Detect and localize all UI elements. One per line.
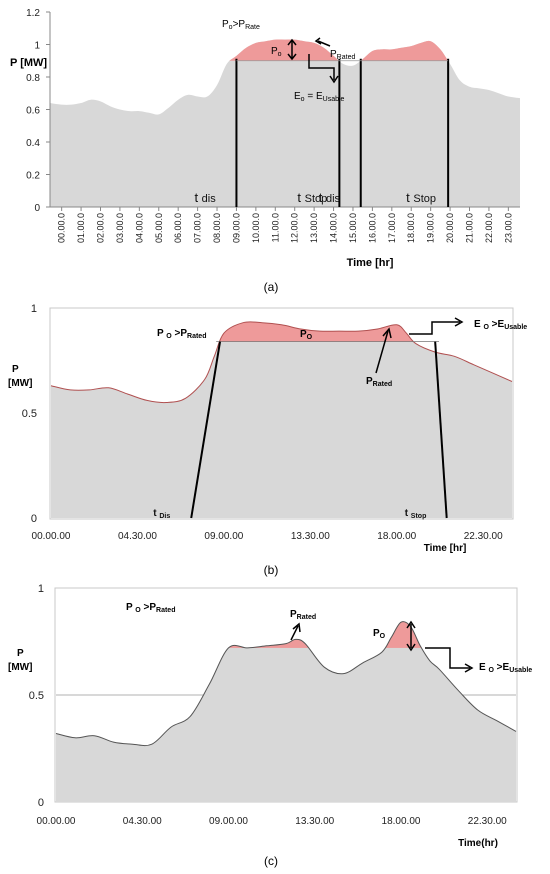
chart-a-xtick-label: 23.00.0 bbox=[503, 213, 513, 243]
chart-b-xlabel: Time [hr] bbox=[424, 543, 467, 554]
chart-b-condition: P O >PRated bbox=[157, 328, 206, 340]
chart-panel-a: 0 0.2 0.4 0.6 0.8 1 1.2 00.00.0 01.00.0 02.00.0 03… bbox=[10, 8, 520, 294]
chart-c-area-fill bbox=[56, 621, 516, 802]
chart-b-panel-label: (b) bbox=[264, 563, 279, 577]
chart-b-marker-label: t Dis bbox=[153, 508, 170, 520]
chart-c-xtick-label: 18.00.00 bbox=[382, 816, 421, 827]
chart-a-xlabel: Time [hr] bbox=[347, 257, 394, 269]
chart-c-area bbox=[55, 621, 517, 802]
chart-a-xtick-label: 13.00.0 bbox=[309, 213, 319, 243]
chart-a-xtick-label: 16.00.0 bbox=[367, 213, 377, 243]
chart-b-ytick-label: 0.5 bbox=[22, 408, 37, 420]
chart-b-ylabel-unit: [MW] bbox=[8, 378, 32, 389]
chart-c-xlabel: Time(hr) bbox=[458, 838, 498, 849]
chart-a-panel-label: (a) bbox=[264, 280, 279, 294]
chart-a-xtick-label: 15.00.0 bbox=[348, 213, 358, 243]
chart-a-ylabel: P [MW] bbox=[10, 57, 47, 69]
chart-a-xtick-label: 07.00.0 bbox=[193, 213, 203, 243]
chart-c-ytick-label: 0.5 bbox=[29, 690, 44, 702]
chart-c-ytick-label: 0 bbox=[38, 797, 44, 809]
chart-b-ylabel-p: P bbox=[12, 364, 19, 375]
chart-b-marker-label: t Stop bbox=[405, 508, 427, 520]
chart-c-condition: P O >PRated bbox=[126, 602, 175, 614]
chart-a-xtick-label: 14.00.0 bbox=[329, 213, 339, 243]
chart-b-arrows bbox=[375, 317, 464, 374]
chart-a-area bbox=[50, 39, 520, 208]
chart-b-series-line bbox=[50, 321, 513, 404]
chart-c-ylabel-unit: [MW] bbox=[8, 662, 32, 673]
chart-a-xtick-label: 01.00.0 bbox=[76, 213, 86, 243]
chart-a-axes: 0 0.2 0.4 0.6 0.8 1 1.2 00.00.0 01.00.0 02.00.0 03… bbox=[26, 8, 520, 243]
chart-a-condition: Po>PRate bbox=[222, 19, 260, 31]
chart-c-xtick-label: 04.30.00 bbox=[123, 816, 162, 827]
chart-a-xtick-label: 02.00.0 bbox=[95, 213, 105, 243]
chart-a-ytick-label: 0 bbox=[34, 203, 40, 214]
chart-a-xtick-label: 22.00.0 bbox=[484, 213, 494, 243]
chart-a-xtick-label: 17.00.0 bbox=[387, 213, 397, 243]
chart-b-marker-line bbox=[434, 341, 448, 519]
chart-b-xtick-label: 13.30.00 bbox=[291, 531, 330, 542]
chart-c-xtick-label: 13.30.00 bbox=[295, 816, 334, 827]
chart-c-arrows bbox=[290, 620, 474, 673]
chart-b-xtick-label: 22.30.00 bbox=[464, 531, 503, 542]
chart-a-xtick-label: 09.00.0 bbox=[231, 213, 241, 243]
chart-b-ytick-label: 1 bbox=[31, 303, 37, 315]
chart-a-xtick-label: 05.00.0 bbox=[154, 213, 164, 243]
chart-a-xtick-label: 03.00.0 bbox=[115, 213, 125, 243]
chart-a-marker-label: t Stop bbox=[297, 190, 327, 205]
chart-a-xtick-label: 20.00.0 bbox=[445, 213, 455, 243]
chart-a-ytick-label: 0.2 bbox=[26, 171, 40, 182]
chart-b-energy-label: E O >EUsable bbox=[474, 319, 527, 331]
chart-c-energy-label: E O >EUsable bbox=[479, 662, 532, 674]
chart-b-ytick-label: 0 bbox=[31, 513, 37, 525]
chart-a-marker-label: t dis bbox=[194, 190, 216, 205]
chart-a-xtick-label: 06.00.0 bbox=[173, 213, 183, 243]
chart-a-ytick-label: 1 bbox=[34, 41, 40, 52]
chart-c-excess-fill bbox=[56, 621, 516, 648]
chart-c-xtick-label: 00.00.00 bbox=[37, 816, 76, 827]
chart-panel-b: 0 0.5 1 00.00.00 04.30.00 09.00.00 13.30.00 18.… bbox=[8, 303, 527, 577]
chart-a-area-fill bbox=[50, 39, 520, 208]
chart-b-xtick-label: 00.00.00 bbox=[32, 531, 71, 542]
chart-b-excess-fill bbox=[51, 321, 512, 342]
chart-a-ytick-label: 0.4 bbox=[26, 138, 40, 149]
chart-c-ylabel-p: P bbox=[17, 648, 24, 659]
chart-a-ytick-label: 0.6 bbox=[26, 106, 40, 117]
chart-a-marker-label: t Stop bbox=[406, 190, 436, 205]
chart-b-xtick-label: 04.30.00 bbox=[118, 531, 157, 542]
chart-a-xtick-label: 10.00.0 bbox=[251, 213, 261, 243]
chart-b-axes: 0 0.5 1 00.00.00 04.30.00 09.00.00 13.30.00 18.… bbox=[22, 303, 503, 542]
chart-c-axes: 0 0.5 1 00.00.00 04.30.00 09.00.00 13.30.00 18.… bbox=[29, 583, 507, 827]
chart-b-area-fill bbox=[51, 321, 512, 518]
chart-a-xtick-label: 21.00.0 bbox=[465, 213, 475, 243]
chart-c-xtick-label: 09.00.00 bbox=[209, 816, 248, 827]
chart-a-prated-label: PRated bbox=[330, 49, 355, 61]
chart-b-xtick-label: 09.00.00 bbox=[204, 531, 243, 542]
chart-a-xtick-label: 19.00.0 bbox=[426, 213, 436, 243]
chart-a-marker-label: t dis bbox=[319, 190, 341, 205]
chart-a-ytick-label: 0.8 bbox=[26, 73, 40, 84]
chart-a-xtick-label: 11.00.0 bbox=[270, 213, 280, 242]
chart-b-markers: t Dis t Stop bbox=[153, 341, 448, 520]
chart-a-arrows bbox=[287, 37, 339, 84]
chart-a-xtick-label: 08.00.0 bbox=[212, 213, 222, 243]
chart-a-excess-fill bbox=[50, 39, 520, 61]
chart-a-ytick-label: 1.2 bbox=[26, 8, 40, 19]
chart-c-ytick-label: 1 bbox=[38, 583, 44, 595]
chart-c-po-label: PO bbox=[373, 628, 386, 640]
chart-a-xtick-label: 18.00.0 bbox=[406, 213, 416, 243]
chart-c-xtick-label: 22.30.00 bbox=[468, 816, 507, 827]
chart-panel-c: 0 0.5 1 00.00.00 04.30.00 09.00.00 13.30.00 18.… bbox=[8, 583, 532, 868]
chart-c-prated-label: PRated bbox=[290, 609, 316, 621]
chart-c-series-line bbox=[55, 621, 517, 747]
chart-a-xtick-label: 00.00.0 bbox=[57, 213, 67, 243]
chart-a-xtick-label: 04.00.0 bbox=[134, 213, 144, 243]
chart-a-xtick-label: 12.00.0 bbox=[290, 213, 300, 243]
chart-c-panel-label: (c) bbox=[264, 854, 278, 868]
chart-a-po-label: Po bbox=[271, 46, 282, 58]
chart-b-xtick-label: 18.00.00 bbox=[377, 531, 416, 542]
chart-b-marker-line bbox=[190, 341, 222, 519]
